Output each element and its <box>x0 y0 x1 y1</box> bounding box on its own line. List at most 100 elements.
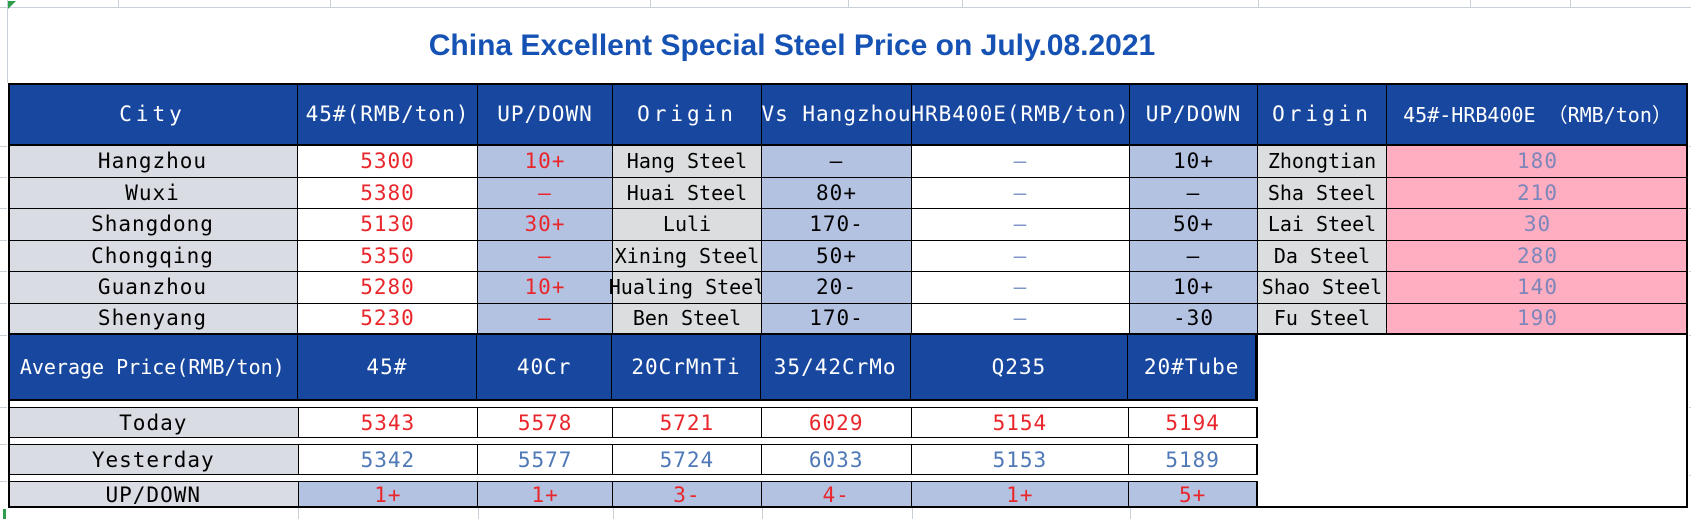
hrb400e-cell[interactable]: – <box>912 272 1130 303</box>
header-average-price[interactable]: Average Price(RMB/ton) <box>8 335 298 399</box>
gridline <box>762 508 763 519</box>
vs-hangzhou-cell[interactable]: 80+ <box>762 177 912 208</box>
updown1-cell[interactable]: 10+ <box>478 146 613 177</box>
header-updown-1[interactable]: UP/DOWN <box>478 83 613 144</box>
price-45-cell[interactable]: 5300 <box>298 146 478 177</box>
avg-value-cell[interactable]: 5577 <box>478 445 614 474</box>
diff-cell[interactable]: 30 <box>1387 209 1688 240</box>
price-45-cell[interactable]: 5280 <box>298 272 478 303</box>
avg-value-cell[interactable]: 5343 <box>299 408 479 437</box>
origin1-cell[interactable]: Xining Steel <box>613 240 762 271</box>
header-hrb400e[interactable]: HRB400E(RMB/ton) <box>911 83 1130 144</box>
origin1-cell[interactable]: Hualing Steel <box>609 272 765 303</box>
city-cell[interactable]: Shenyang <box>8 303 298 333</box>
diff-cell[interactable]: 210 <box>1387 177 1688 208</box>
avg-value-cell[interactable]: 5153 <box>912 445 1130 474</box>
price-45-cell[interactable]: 5230 <box>298 303 478 333</box>
city-cell[interactable]: Guanzhou <box>8 272 298 303</box>
page-title[interactable]: China Excellent Special Steel Price on J… <box>428 28 1156 62</box>
header-45-hrb400e-diff[interactable]: 45#-HRB400E （RMB/ton） <box>1387 83 1688 144</box>
city-cell[interactable]: Shangdong <box>8 209 298 240</box>
updown2-cell[interactable]: – <box>1130 177 1258 208</box>
price-45-cell[interactable]: 5130 <box>298 209 478 240</box>
hrb400e-cell[interactable]: – <box>912 177 1130 208</box>
vs-hangzhou-cell[interactable]: 170- <box>762 303 912 333</box>
avg-row-label[interactable]: UP/DOWN <box>9 482 299 507</box>
origin2-cell[interactable]: Sha Steel <box>1258 177 1387 208</box>
header-grade-20crmnti[interactable]: 20CrMnTi <box>612 335 761 399</box>
city-cell[interactable]: Hangzhou <box>8 146 298 177</box>
updown1-cell[interactable]: 10+ <box>478 272 613 303</box>
active-cell-border <box>3 509 6 519</box>
avg-value-cell[interactable]: 5189 <box>1129 445 1258 474</box>
vs-hangzhou-cell[interactable]: 50+ <box>762 240 912 271</box>
header-grade-40cr[interactable]: 40Cr <box>477 335 613 399</box>
table-row: Hangzhou 5300 10+ Hang Steel – – 10+ Zho… <box>8 146 1688 178</box>
header-45-price[interactable]: 45#(RMB/ton) <box>298 83 478 144</box>
updown1-cell[interactable]: – <box>478 240 613 271</box>
vs-hangzhou-cell[interactable]: – <box>762 146 912 177</box>
hrb400e-cell[interactable]: – <box>912 146 1130 177</box>
updown2-cell[interactable]: 10+ <box>1130 272 1258 303</box>
header-grade-3542crmo[interactable]: 35/42CrMo <box>760 335 911 399</box>
avg-value-cell[interactable]: 1+ <box>299 482 479 507</box>
hrb400e-cell[interactable]: – <box>912 209 1130 240</box>
header-grade-45[interactable]: 45# <box>297 335 478 399</box>
gridline <box>1130 508 1131 519</box>
price-45-cell[interactable]: 5350 <box>298 240 478 271</box>
origin2-cell[interactable]: Fu Steel <box>1258 303 1387 333</box>
avg-value-cell[interactable]: 5194 <box>1129 408 1258 437</box>
avg-value-cell[interactable]: 5154 <box>912 408 1130 437</box>
origin1-cell[interactable]: Ben Steel <box>613 303 762 333</box>
origin2-cell[interactable]: Zhongtian <box>1258 146 1387 177</box>
origin1-cell[interactable]: Luli <box>613 209 762 240</box>
diff-cell[interactable]: 180 <box>1387 146 1688 177</box>
avg-value-cell[interactable]: 4- <box>762 482 912 507</box>
today-row: Today 5343 5578 5721 6029 5154 5194 <box>8 407 1258 438</box>
hrb400e-cell[interactable]: – <box>912 240 1130 271</box>
updown1-cell[interactable]: – <box>478 303 613 333</box>
gridline <box>1689 271 1691 272</box>
origin2-cell[interactable]: Da Steel <box>1258 240 1387 271</box>
header-updown-2[interactable]: UP/DOWN <box>1130 83 1258 144</box>
avg-value-cell[interactable]: 1+ <box>912 482 1130 507</box>
header-origin-1[interactable]: Origin <box>613 83 762 144</box>
origin2-cell[interactable]: Lai Steel <box>1258 209 1387 240</box>
origin1-cell[interactable]: Huai Steel <box>613 177 762 208</box>
avg-value-cell[interactable]: 6033 <box>762 445 912 474</box>
price-45-cell[interactable]: 5380 <box>298 177 478 208</box>
diff-cell[interactable]: 190 <box>1387 303 1688 333</box>
avg-value-cell[interactable]: 5342 <box>299 445 479 474</box>
vs-hangzhou-cell[interactable]: 170- <box>762 209 912 240</box>
city-cell[interactable]: Wuxi <box>8 177 298 208</box>
header-grade-20tube[interactable]: 20#Tube <box>1128 335 1257 399</box>
diff-cell[interactable]: 140 <box>1387 272 1688 303</box>
vs-hangzhou-cell[interactable]: 20- <box>762 272 912 303</box>
avg-value-cell[interactable]: 5724 <box>613 445 762 474</box>
header-grade-q235[interactable]: Q235 <box>910 335 1129 399</box>
avg-value-cell[interactable]: 5578 <box>478 408 614 437</box>
origin2-cell[interactable]: Shao Steel <box>1258 272 1387 303</box>
avg-value-cell[interactable]: 6029 <box>762 408 912 437</box>
avg-value-cell[interactable]: 5721 <box>613 408 762 437</box>
city-cell[interactable]: Chongqing <box>8 240 298 271</box>
avg-value-cell[interactable]: 1+ <box>478 482 614 507</box>
gridline <box>1689 407 1691 408</box>
updown2-cell[interactable]: – <box>1130 240 1258 271</box>
table-row: Shangdong 5130 30+ Luli 170- – 50+ Lai S… <box>8 209 1688 241</box>
avg-row-label[interactable]: Today <box>9 408 299 437</box>
origin1-cell[interactable]: Hang Steel <box>613 146 762 177</box>
hrb400e-cell[interactable]: – <box>912 303 1130 333</box>
updown2-cell[interactable]: 10+ <box>1130 146 1258 177</box>
updown1-cell[interactable]: 30+ <box>478 209 613 240</box>
updown1-cell[interactable]: – <box>478 177 613 208</box>
avg-row-label[interactable]: Yesterday <box>9 445 299 474</box>
updown2-cell[interactable]: 50+ <box>1130 209 1258 240</box>
header-city[interactable]: City <box>8 83 298 144</box>
diff-cell[interactable]: 280 <box>1387 240 1688 271</box>
header-vs-hangzhou[interactable]: Vs Hangzhou <box>761 83 912 144</box>
header-origin-2[interactable]: Origin <box>1258 83 1387 144</box>
avg-value-cell[interactable]: 5+ <box>1129 482 1258 507</box>
avg-value-cell[interactable]: 3- <box>613 482 762 507</box>
updown2-cell[interactable]: -30 <box>1130 303 1258 333</box>
